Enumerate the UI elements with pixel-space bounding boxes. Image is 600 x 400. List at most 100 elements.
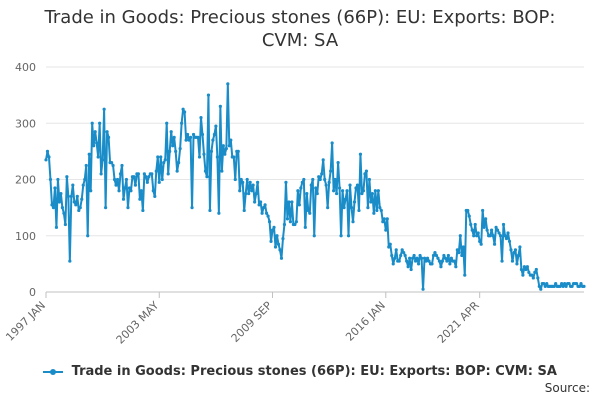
data-point[interactable] [369, 200, 373, 204]
data-point[interactable] [227, 144, 231, 148]
data-point[interactable] [317, 175, 321, 179]
data-point[interactable] [154, 169, 158, 173]
data-point[interactable] [65, 175, 69, 179]
data-point[interactable] [59, 191, 63, 196]
data-point[interactable] [372, 211, 376, 215]
data-point[interactable] [157, 180, 161, 184]
data-point[interactable] [425, 256, 430, 260]
data-point[interactable] [400, 248, 404, 252]
data-point[interactable] [166, 172, 170, 176]
data-point[interactable] [381, 220, 385, 224]
data-point[interactable] [266, 214, 270, 218]
data-point[interactable] [391, 262, 395, 266]
data-point[interactable] [214, 124, 218, 128]
data-point[interactable] [104, 206, 108, 210]
data-point[interactable] [445, 259, 449, 263]
data-point[interactable] [102, 107, 106, 111]
data-point[interactable] [54, 225, 59, 229]
data-point[interactable] [430, 262, 434, 266]
data-point[interactable] [311, 177, 315, 182]
data-point[interactable] [336, 161, 340, 165]
data-point[interactable] [491, 234, 495, 238]
data-point[interactable] [320, 172, 324, 176]
data-point[interactable] [169, 130, 173, 134]
data-point[interactable] [63, 222, 67, 227]
data-point[interactable] [337, 186, 342, 190]
data-point[interactable] [288, 220, 293, 224]
data-point[interactable] [284, 180, 288, 184]
data-point[interactable] [403, 253, 407, 258]
data-point[interactable] [348, 183, 352, 187]
data-point[interactable] [333, 177, 337, 182]
data-point[interactable] [151, 189, 155, 193]
data-point[interactable] [525, 265, 529, 269]
data-point[interactable] [142, 172, 146, 176]
data-point[interactable] [455, 248, 459, 252]
data-point[interactable] [93, 130, 97, 134]
data-point[interactable] [150, 172, 154, 176]
data-point[interactable] [272, 225, 276, 229]
data-point[interactable] [335, 191, 339, 196]
data-point[interactable] [522, 265, 526, 269]
data-point[interactable] [264, 211, 269, 215]
data-point[interactable] [188, 135, 193, 139]
data-point[interactable] [442, 253, 446, 258]
data-point[interactable] [376, 189, 380, 193]
data-point[interactable] [168, 149, 172, 153]
data-point[interactable] [203, 169, 208, 173]
data-point[interactable] [208, 208, 212, 213]
data-point[interactable] [329, 169, 333, 173]
data-point[interactable] [78, 206, 82, 210]
data-point[interactable] [360, 191, 364, 196]
data-point[interactable] [560, 281, 564, 286]
data-point[interactable] [165, 121, 169, 125]
data-point[interactable] [182, 110, 187, 114]
data-point[interactable] [340, 189, 345, 193]
data-point[interactable] [567, 281, 571, 286]
data-point[interactable] [434, 253, 439, 258]
data-point[interactable] [418, 253, 422, 258]
data-point[interactable] [273, 245, 278, 249]
data-point[interactable] [343, 197, 348, 201]
data-point[interactable] [129, 189, 133, 193]
data-point[interactable] [293, 222, 297, 227]
data-point[interactable] [466, 208, 470, 213]
data-point[interactable] [536, 276, 540, 280]
data-point[interactable] [424, 259, 428, 263]
data-point[interactable] [323, 177, 327, 182]
data-point[interactable] [297, 203, 301, 207]
data-point[interactable] [458, 234, 462, 238]
data-point[interactable] [506, 231, 510, 235]
data-point[interactable] [77, 208, 81, 213]
data-point[interactable] [378, 206, 382, 210]
data-point[interactable] [178, 146, 182, 151]
data-point[interactable] [515, 262, 519, 266]
data-point[interactable] [53, 186, 57, 190]
data-point[interactable] [521, 273, 525, 277]
data-point[interactable] [279, 256, 284, 260]
data-point[interactable] [250, 189, 254, 193]
data-point[interactable] [72, 200, 76, 204]
data-point[interactable] [275, 234, 279, 238]
data-point[interactable] [321, 158, 325, 162]
data-point[interactable] [260, 211, 264, 215]
data-point[interactable] [476, 231, 480, 235]
data-point[interactable] [531, 276, 535, 280]
data-point[interactable] [387, 245, 391, 249]
data-point[interactable] [239, 177, 243, 182]
data-point[interactable] [570, 284, 574, 288]
data-point[interactable] [171, 144, 175, 148]
data-point[interactable] [485, 228, 489, 232]
data-point[interactable] [132, 175, 136, 179]
data-point[interactable] [516, 253, 521, 258]
data-point[interactable] [147, 175, 151, 179]
data-point[interactable] [202, 152, 206, 156]
data-point[interactable] [244, 191, 248, 196]
data-point[interactable] [242, 208, 246, 213]
data-point[interactable] [218, 104, 222, 108]
data-point[interactable] [346, 234, 351, 238]
data-point[interactable] [139, 189, 143, 193]
data-point[interactable] [226, 82, 230, 86]
data-point[interactable] [373, 189, 377, 193]
data-point[interactable] [364, 169, 369, 173]
